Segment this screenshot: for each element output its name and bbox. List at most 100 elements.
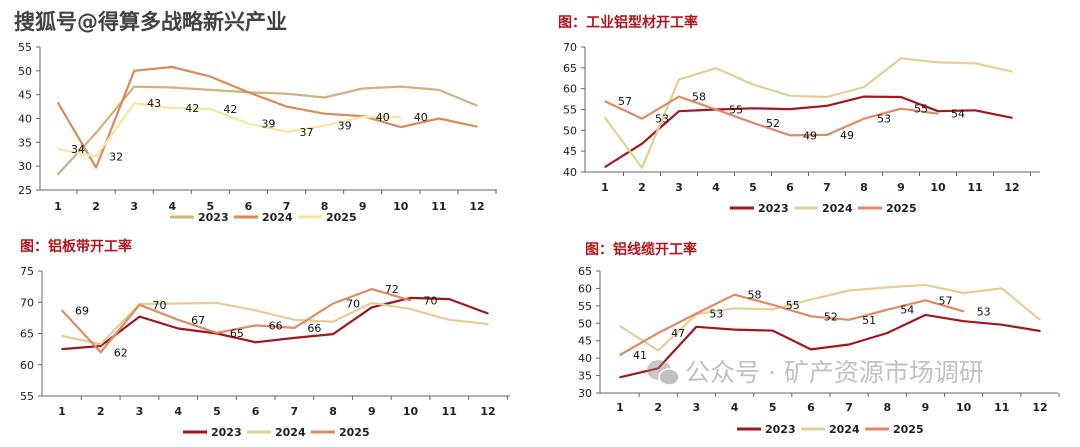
data-point-2024 [247, 91, 250, 94]
legend-label-2024: 2024 [275, 426, 306, 439]
data-point-2025 [95, 155, 97, 158]
x-tick-label: 4 [168, 200, 176, 213]
data-point-2024 [810, 298, 812, 301]
data-point-2023 [752, 107, 754, 110]
series-line-2024 [61, 301, 489, 346]
y-tick-label: 55 [578, 300, 592, 313]
data-label: 62 [114, 346, 128, 359]
data-label: 69 [75, 304, 89, 317]
x-tick-label: 12 [469, 200, 484, 213]
x-tick-label: 10 [956, 401, 972, 414]
data-point-2023 [61, 348, 63, 350]
x-tick-label: 11 [994, 401, 1009, 414]
data-point-2024 [604, 117, 606, 119]
x-tick-label: 5 [207, 200, 215, 213]
x-tick-label: 1 [54, 200, 62, 213]
data-point-2025 [678, 95, 680, 98]
data-point-2025 [216, 332, 218, 334]
data-point-2025 [361, 116, 364, 118]
data-point-2024 [1039, 319, 1041, 321]
data-point-2024 [1011, 70, 1013, 73]
data-point-2023 [641, 142, 643, 145]
series-line-2023 [619, 313, 1041, 379]
x-tick-label: 12 [1004, 181, 1019, 194]
data-point-2023 [826, 104, 828, 107]
x-tick-label: 4 [174, 405, 182, 418]
legend-label-2023: 2023 [211, 426, 242, 439]
data-label: 65 [230, 327, 244, 340]
y-tick-label: 35 [578, 370, 592, 383]
data-point-2024 [789, 94, 791, 97]
data-point-2024 [332, 320, 334, 323]
data-point-2023 [657, 367, 659, 370]
data-point-2025 [826, 134, 828, 136]
data-label: 55 [786, 299, 800, 312]
data-label: 40 [414, 111, 428, 124]
series-line-2024 [57, 65, 478, 169]
data-label: 42 [185, 102, 199, 115]
x-tick-label: 8 [860, 181, 868, 194]
x-tick-label: 7 [283, 200, 291, 213]
data-point-2024 [900, 57, 902, 60]
legend-label-2025: 2025 [886, 202, 917, 215]
data-point-2023 [371, 306, 373, 309]
data-point-2023 [771, 329, 774, 332]
x-tick-label: 4 [731, 401, 739, 414]
y-tick-label: 45 [578, 335, 592, 348]
legend-label-2024: 2024 [262, 211, 293, 224]
x-tick-label: 11 [442, 405, 457, 418]
legend-label-2024: 2024 [822, 202, 853, 215]
data-point-2023 [332, 333, 334, 335]
legend-label-2024: 2024 [829, 423, 860, 436]
data-label: 57 [938, 294, 952, 307]
data-label: 54 [951, 108, 965, 121]
data-point-2023 [924, 314, 927, 316]
y-tick-label: 40 [18, 113, 32, 126]
x-tick-label: 1 [616, 401, 624, 414]
data-point-2025 [657, 332, 659, 334]
data-label: 49 [803, 129, 817, 142]
chart-title-profile: 图：工业铝型材开工率 [558, 15, 698, 31]
data-point-2025 [293, 327, 296, 329]
data-point-2023 [171, 86, 174, 89]
data-point-2025 [641, 117, 643, 120]
data-point-2025 [733, 293, 736, 296]
data-label: 70 [152, 299, 166, 312]
data-point-2025 [247, 122, 250, 125]
data-point-2025 [752, 122, 754, 124]
data-point-2025 [619, 354, 621, 356]
data-label: 53 [655, 113, 669, 126]
data-point-2024 [962, 292, 965, 294]
data-label: 57 [618, 95, 632, 108]
data-label: 72 [385, 283, 399, 296]
y-tick-label: 65 [20, 328, 34, 341]
y-tick-label: 75 [20, 265, 34, 278]
series-line-2025 [604, 95, 939, 137]
legend-label-2025: 2025 [893, 423, 924, 436]
data-point-2024 [487, 323, 489, 325]
y-tick-label: 55 [18, 41, 32, 54]
data-point-2023 [695, 325, 698, 328]
data-point-2024 [285, 105, 288, 108]
data-point-2024 [438, 117, 440, 120]
data-point-2025 [400, 116, 402, 118]
x-tick-label: 10 [393, 200, 409, 213]
data-point-2024 [99, 343, 102, 345]
data-label: 70 [346, 298, 360, 311]
x-tick-label: 8 [329, 405, 337, 418]
data-point-2024 [400, 126, 402, 128]
data-point-2023 [95, 132, 97, 134]
x-tick-label: 2 [97, 405, 105, 418]
data-point-2023 [99, 345, 102, 347]
data-label: 70 [424, 294, 438, 307]
x-tick-label: 12 [1032, 401, 1047, 414]
legend-label-2025: 2025 [339, 426, 370, 439]
data-label: 53 [877, 113, 891, 126]
y-tick-label: 50 [563, 124, 577, 137]
legend-label-2025: 2025 [326, 211, 357, 224]
x-tick-label: 5 [213, 405, 221, 418]
data-label: 51 [862, 314, 876, 327]
